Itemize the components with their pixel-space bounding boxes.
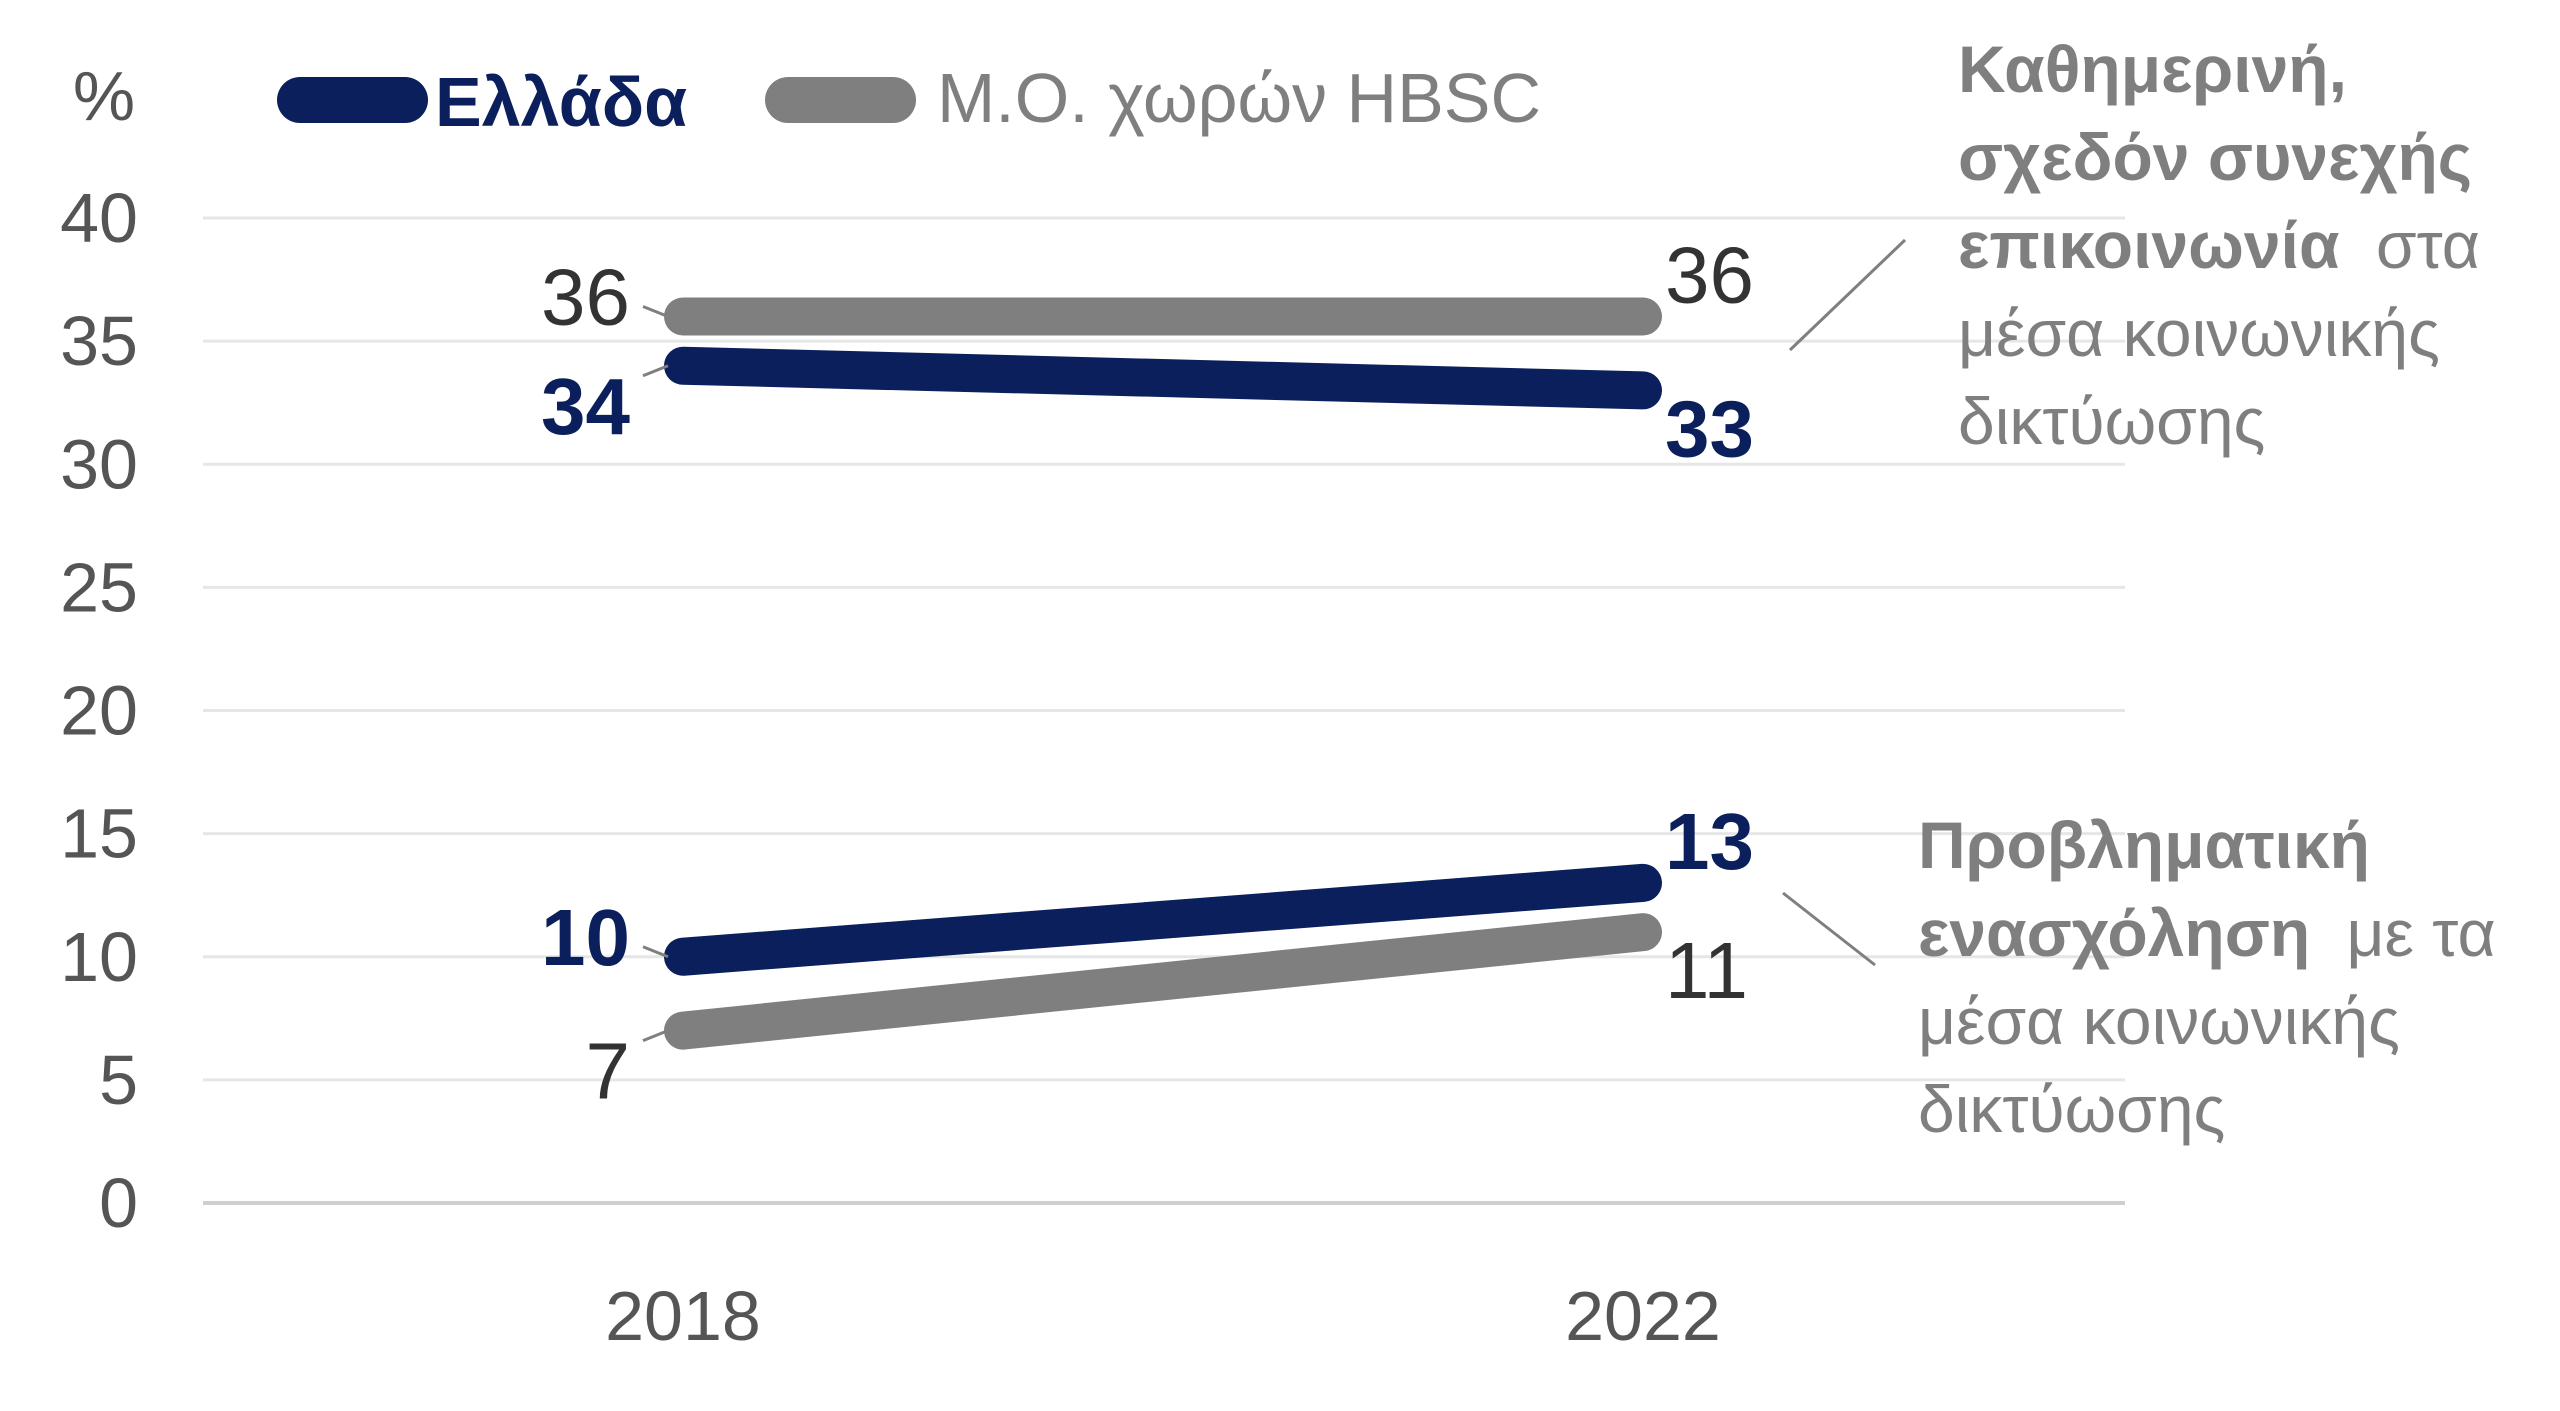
y-axis-ticks: 0 5 10 15 20 25 30 35 40 [60,179,138,1242]
annotation-leader-line [1788,238,1907,352]
x-axis-ticks: 2018 2022 [605,1277,1721,1355]
data-labels: 34 33 36 36 10 13 7 11 [541,231,1754,1116]
annotation-line: σχεδόν συνεχής [1958,120,2472,194]
y-axis-unit-label: % [73,57,135,135]
y-tick-label: 35 [60,302,138,380]
annotation-line: μέσα κοινωνικής [1918,984,2400,1058]
data-label-connector [642,945,669,959]
data-label: 34 [541,362,630,451]
data-label: 10 [541,893,630,982]
annotation-line: δικτύωσης [1918,1072,2225,1146]
annotation-line: επικοινωνία [1958,208,2340,282]
y-tick-label: 5 [99,1041,138,1119]
annotation-line: ενασχόληση [1918,896,2310,970]
annotation-line: με τα [2347,896,2496,970]
x-tick-label: 2022 [1565,1277,1721,1355]
legend: Ελλάδα Μ.Ο. χωρών HBSC [277,59,1541,141]
annotation-problematic-use: Προβληματική ενασχόληση με τα μέσα κοινω… [1782,808,2514,1146]
x-tick-label: 2018 [605,1277,761,1355]
gridlines [203,216,2125,1205]
y-tick-label: 30 [60,425,138,503]
annotation-daily-communication: Καθημερινή, σχεδόν συνεχής επικοινωνία σ… [1788,32,2498,458]
data-label: 13 [1665,797,1754,886]
y-tick-label: 10 [60,918,138,996]
legend-label-hbsc-average: Μ.Ο. χωρών HBSC [937,59,1541,137]
annotation-line: Προβληματική [1918,808,2370,882]
data-label: 7 [586,1027,631,1116]
y-tick-label: 15 [60,795,138,873]
annotation-text: Καθημερινή, σχεδόν συνεχής επικοινωνία σ… [1958,32,2498,458]
annotation-line: δικτύωσης [1958,384,2265,458]
annotation-line: Καθημερινή, [1958,32,2347,106]
data-label: 33 [1665,384,1754,473]
data-label: 36 [1665,231,1754,320]
series-line-greece-group-1 [664,346,1662,410]
annotation-line: στα [2376,208,2480,282]
annotation-text: Προβληματική ενασχόληση με τα μέσα κοινω… [1918,808,2514,1146]
data-label: 11 [1665,926,1748,1015]
data-label-connector [642,364,669,378]
y-tick-label: 40 [60,179,138,257]
series-lines [664,297,1662,1050]
series-line-greece-group-2 [664,863,1662,976]
legend-label-greece: Ελλάδα [435,63,687,141]
annotation-line: μέσα κοινωνικής [1958,296,2440,370]
series-line-hbsc-average-group-2 [664,913,1662,1050]
annotation-leader-line [1782,891,1876,967]
data-label-connector [642,305,669,318]
y-tick-label: 25 [60,548,138,626]
y-tick-label: 20 [60,672,138,750]
y-tick-label: 0 [99,1164,138,1242]
data-label-connector [642,1029,669,1043]
data-label: 36 [541,253,630,342]
